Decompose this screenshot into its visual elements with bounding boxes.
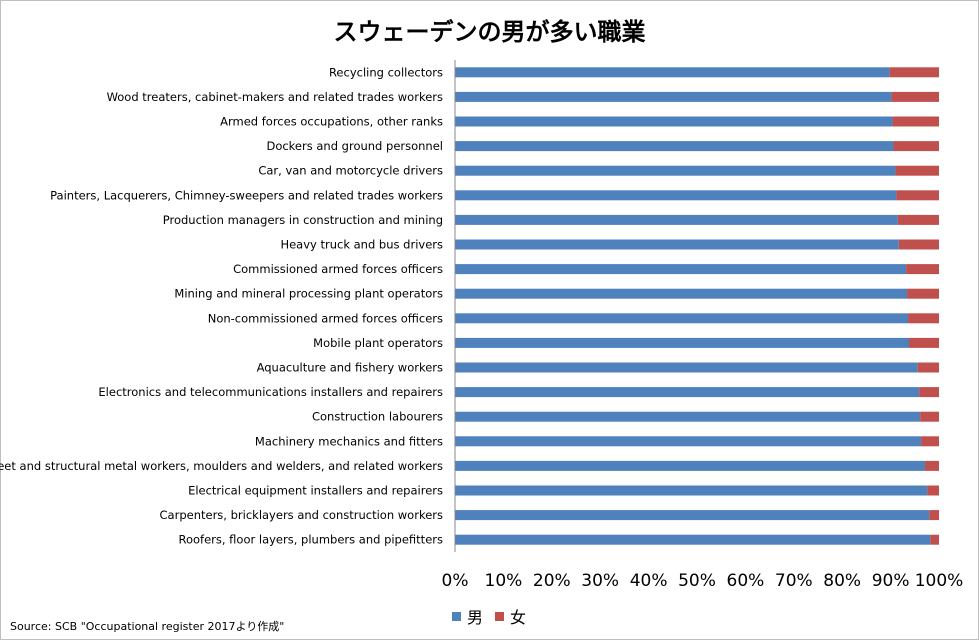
category-label: Mining and mineral processing plant oper…	[174, 287, 443, 301]
category-label: Electronics and telecommunications insta…	[98, 385, 443, 399]
category-label: Heavy truck and bus drivers	[280, 238, 443, 252]
x-tick-label: 100%	[915, 571, 964, 591]
bar-chart: Recycling collectors Wood treaters, cabin…	[0, 60, 964, 591]
bar-male	[455, 165, 896, 176]
bar-male	[455, 67, 890, 78]
bar-male	[455, 337, 909, 348]
bar-female	[924, 460, 939, 471]
category-label: Commissioned armed forces officers	[233, 262, 443, 276]
bar-male	[455, 510, 930, 521]
bar-male	[455, 387, 920, 398]
category-label: Armed forces occupations, other ranks	[220, 115, 443, 129]
bar-female	[919, 387, 939, 398]
bar-male	[455, 141, 894, 152]
bar-female	[908, 337, 939, 348]
legend-item-male: 男	[452, 604, 483, 628]
x-tick-label: 80%	[823, 571, 861, 591]
bar-female	[897, 214, 939, 225]
bar-male	[455, 534, 931, 545]
category-label: Machinery mechanics and fitters	[255, 434, 443, 448]
bar-male	[455, 264, 907, 275]
bar-male	[455, 313, 909, 324]
category-label: Mobile plant operators	[313, 336, 443, 350]
legend-item-female: 女	[495, 604, 526, 628]
x-tick-label: 50%	[678, 571, 716, 591]
bar-male	[455, 460, 925, 471]
bar-female	[929, 510, 939, 521]
x-tick-label: 0%	[442, 571, 469, 591]
bar-female	[907, 288, 939, 299]
category-label: Roofers, floor layers, plumbers and pipe…	[178, 533, 443, 547]
category-label: Recycling collectors	[329, 65, 443, 79]
legend: 男 女	[452, 604, 526, 628]
legend-swatch-female	[495, 611, 505, 621]
bar-female	[927, 485, 939, 496]
x-tick-label: 60%	[727, 571, 765, 591]
x-tick-label: 70%	[775, 571, 813, 591]
category-label: Production managers in construction and …	[163, 213, 443, 227]
x-tick-label: 90%	[872, 571, 910, 591]
legend-label-female: 女	[510, 608, 527, 627]
bar-female	[895, 165, 939, 176]
bar-male	[455, 116, 893, 127]
category-label: Sheet and structural metal workers, moul…	[0, 459, 443, 473]
bar-female	[917, 362, 939, 373]
bar-female	[906, 264, 939, 275]
bar-male	[455, 436, 922, 447]
category-label: Carpenters, bricklayers and construction…	[160, 508, 443, 522]
bar-female	[892, 116, 939, 127]
legend-swatch-male	[452, 611, 461, 621]
bar-male	[455, 239, 899, 250]
bar-male	[455, 362, 918, 373]
bar-female	[898, 239, 939, 250]
category-label: Electrical equipment installers and repa…	[188, 484, 443, 498]
bar-male	[455, 288, 908, 299]
source-note: Source: SCB "Occupational register 2017よ…	[10, 620, 285, 633]
bar-male	[455, 485, 928, 496]
bar-female	[921, 436, 939, 447]
x-tick-label: 30%	[581, 571, 619, 591]
legend-label-male: 男	[467, 608, 484, 627]
bar-female	[896, 190, 939, 201]
x-tick-label: 10%	[485, 571, 523, 591]
x-tick-label: 20%	[533, 571, 571, 591]
x-tick-label: 40%	[630, 571, 668, 591]
category-label: Painters, Lacquerers, Chimney-sweepers a…	[50, 188, 443, 202]
bar-male	[455, 214, 898, 225]
category-label: Construction labourers	[312, 410, 443, 424]
bar-male	[455, 411, 921, 422]
bar-female	[908, 313, 939, 324]
bar-female	[930, 534, 939, 545]
bar-male	[455, 190, 897, 201]
category-label: Wood treaters, cabinet-makers and relate…	[107, 90, 443, 104]
category-label: Aquaculture and fishery workers	[257, 361, 443, 375]
bar-female	[893, 141, 939, 152]
chart-title: スウェーデンの男が多い職業	[333, 18, 646, 46]
category-label: Car, van and motorcycle drivers	[258, 164, 443, 178]
bar-female	[889, 67, 939, 78]
bar-female	[920, 411, 939, 422]
bar-male	[455, 91, 892, 102]
bar-female	[891, 91, 939, 102]
category-label: Non-commissioned armed forces officers	[208, 311, 443, 325]
category-label: Dockers and ground personnel	[266, 139, 443, 153]
